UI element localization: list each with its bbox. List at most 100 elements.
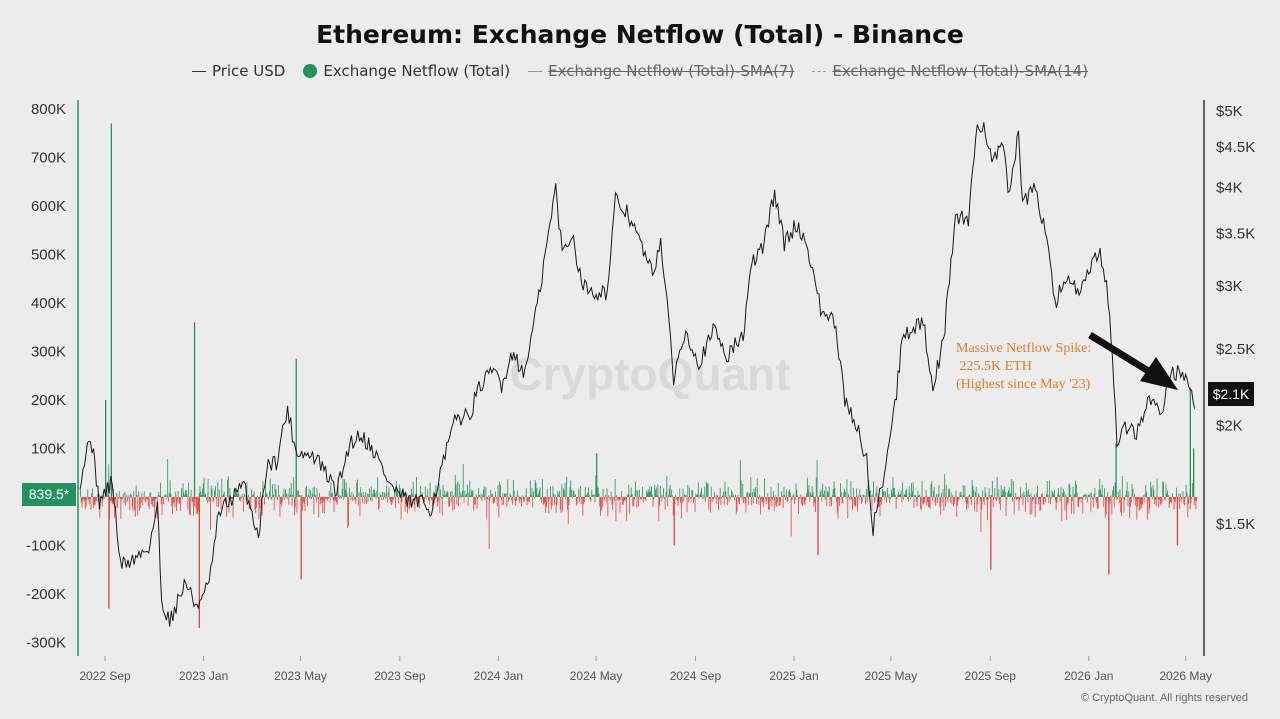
netflow-bar — [703, 497, 705, 499]
netflow-bar — [894, 488, 895, 497]
netflow-bar — [996, 476, 998, 497]
netflow-bar — [1155, 497, 1157, 507]
netflow-bar — [776, 497, 778, 507]
netflow-bar — [826, 497, 828, 506]
x-tick-label: 2024 Sep — [670, 669, 722, 683]
netflow-bar — [630, 495, 631, 497]
netflow-bar — [781, 491, 782, 497]
right-tick-label: $4K — [1216, 180, 1243, 197]
netflow-bar — [260, 491, 261, 497]
netflow-bar — [857, 495, 859, 497]
netflow-bar — [383, 491, 385, 497]
netflow-bar — [414, 497, 416, 512]
netflow-bar — [441, 497, 442, 499]
netflow-bar — [982, 490, 984, 497]
netflow-bar — [106, 483, 108, 497]
netflow-bar — [136, 495, 138, 497]
netflow-bar — [1134, 497, 1136, 506]
netflow-bar — [836, 497, 837, 502]
netflow-bar — [1071, 497, 1072, 515]
netflow-bar — [365, 497, 367, 504]
netflow-bar — [1053, 494, 1055, 497]
netflow-bar — [600, 497, 601, 516]
netflow-bar — [876, 486, 878, 497]
netflow-bar — [426, 495, 428, 497]
netflow-bar — [974, 492, 976, 497]
netflow-bar — [251, 489, 253, 497]
left-tick-label: 700K — [31, 150, 66, 167]
netflow-bar — [591, 489, 593, 497]
netflow-bar — [339, 497, 341, 499]
netflow-bar — [82, 497, 84, 501]
netflow-bar — [886, 497, 887, 503]
netflow-badge-bg — [22, 483, 76, 506]
netflow-bar — [884, 497, 886, 501]
legend-item-exchange-netflow[interactable]: Exchange Netflow (Total) — [303, 62, 510, 80]
netflow-bar — [235, 488, 237, 497]
legend-item-netflow-sma14[interactable]: Exchange Netflow (Total)-SMA(14) — [812, 62, 1088, 80]
netflow-bar — [101, 497, 103, 507]
netflow-bar — [446, 490, 448, 497]
netflow-bar — [463, 497, 465, 503]
netflow-bar — [886, 488, 888, 497]
netflow-bar — [712, 497, 714, 499]
netflow-bar — [126, 495, 127, 497]
netflow-bar — [528, 497, 530, 502]
netflow-bar — [504, 493, 506, 497]
netflow-bar — [965, 497, 967, 502]
netflow-bar — [1015, 492, 1017, 497]
netflow-bar — [286, 493, 287, 497]
netflow-bar — [1018, 497, 1020, 511]
netflow-bar — [646, 490, 648, 497]
netflow-bar — [328, 497, 329, 499]
netflow-bar — [571, 497, 573, 499]
netflow-bar — [278, 494, 280, 497]
netflow-bar — [1167, 490, 1168, 497]
netflow-bar — [722, 491, 724, 497]
netflow-bar — [98, 493, 100, 497]
netflow-bar — [1195, 497, 1197, 510]
netflow-bar — [289, 488, 291, 497]
netflow-bar — [1106, 497, 1108, 502]
netflow-bar — [146, 497, 148, 499]
netflow-bar — [207, 479, 209, 497]
netflow-bar — [864, 495, 866, 497]
netflow-bar — [267, 497, 269, 499]
netflow-bar — [340, 495, 341, 497]
netflow-bar — [1072, 486, 1074, 497]
netflow-bar — [1067, 497, 1068, 505]
netflow-bar — [253, 491, 255, 497]
netflow-bar — [281, 497, 283, 503]
netflow-bar — [662, 497, 664, 499]
netflow-bar — [1017, 497, 1019, 499]
netflow-bar — [507, 479, 509, 497]
netflow-bars — [80, 123, 1198, 628]
netflow-bar — [94, 497, 96, 506]
netflow-bar — [1143, 497, 1145, 503]
netflow-bar — [669, 485, 671, 497]
netflow-bar — [193, 497, 194, 516]
netflow-bar — [1139, 497, 1141, 510]
netflow-bar — [1034, 497, 1036, 518]
legend-item-netflow-sma7[interactable]: Exchange Netflow (Total)-SMA(7) — [528, 62, 794, 80]
netflow-bar — [694, 497, 696, 513]
netflow-bar — [120, 497, 122, 519]
netflow-bar — [1134, 493, 1135, 497]
netflow-bar — [273, 494, 274, 497]
netflow-bar — [244, 494, 245, 497]
netflow-bar — [897, 494, 899, 497]
legend-dot-swatch — [303, 64, 318, 78]
netflow-bar — [480, 493, 482, 497]
netflow-bar — [536, 488, 538, 497]
netflow-bar — [1054, 497, 1056, 501]
netflow-bar — [1024, 495, 1026, 497]
netflow-bar — [798, 497, 799, 515]
netflow-bar — [353, 497, 355, 501]
netflow-bar — [524, 497, 526, 501]
netflow-bar — [373, 489, 375, 497]
netflow-bar — [961, 495, 963, 497]
legend-item-price-usd[interactable]: Price USD — [191, 62, 285, 80]
netflow-bar — [987, 497, 988, 521]
netflow-bar — [1086, 494, 1088, 497]
